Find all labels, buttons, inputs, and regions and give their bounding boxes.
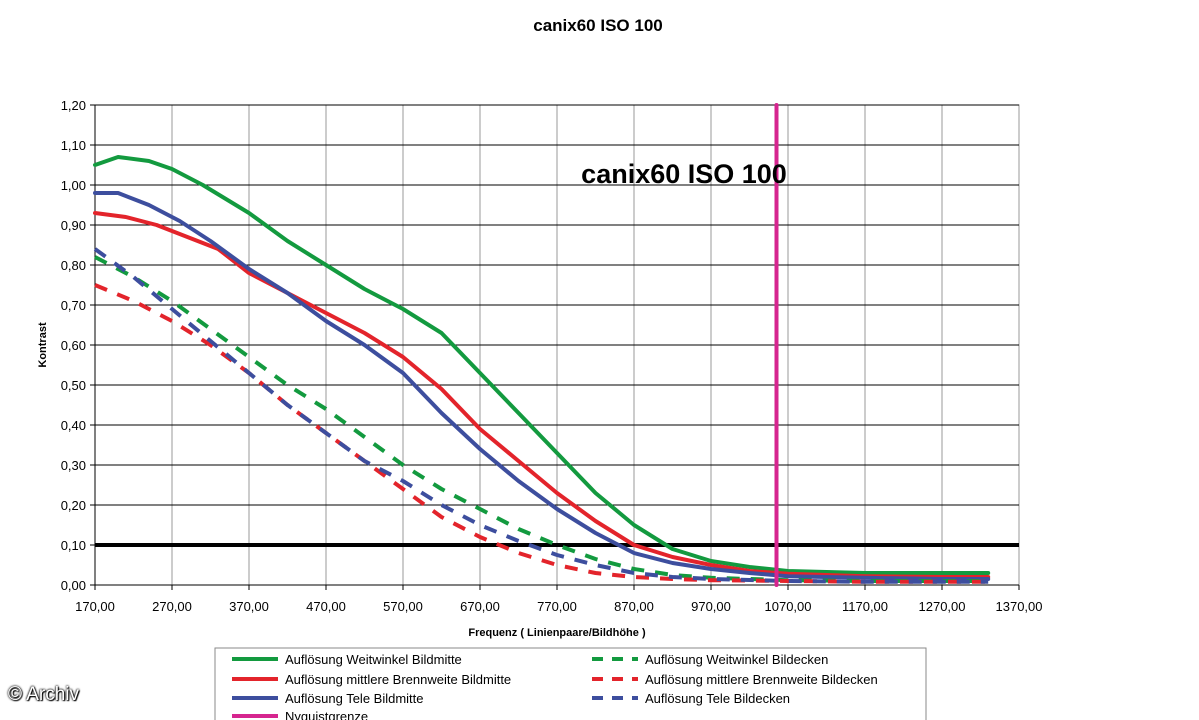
x-tick-label: 370,00: [229, 599, 269, 614]
y-tick-label: 0,00: [61, 578, 86, 593]
legend-label-7: Nyquistgrenze: [285, 709, 368, 720]
y-tick-label: 0,50: [61, 378, 86, 393]
y-tick-label: 0,40: [61, 418, 86, 433]
y-tick-label: 1,20: [61, 98, 86, 113]
legend-label-1: Auflösung Weitwinkel Bildmitte: [285, 652, 462, 667]
x-tick-label: 270,00: [152, 599, 192, 614]
x-tick-label: 470,00: [306, 599, 346, 614]
y-tick-label: 0,60: [61, 338, 86, 353]
x-tick-label: 570,00: [383, 599, 423, 614]
x-axis-title: Frequenz ( Linienpaare/Bildhöhe ): [468, 627, 646, 639]
y-tick-label: 0,10: [61, 538, 86, 553]
series-line-2: [93, 211, 991, 579]
legend-label-4: Auflösung Weitwinkel Bildecken: [645, 652, 828, 667]
series-line-1: [93, 155, 991, 575]
y-tick-label: 0,80: [61, 258, 86, 273]
x-tick-label: 1070,00: [765, 599, 812, 614]
x-tick-label: 670,00: [460, 599, 500, 614]
legend-label-5: Auflösung mittlere Brennweite Bildecken: [645, 672, 878, 687]
legend-label-2: Auflösung mittlere Brennweite Bildmitte: [285, 672, 511, 687]
x-tick-label: 1170,00: [842, 599, 888, 614]
x-tick-label: 1370,00: [996, 599, 1043, 614]
legend: Auflösung Weitwinkel Bildmitte Auflösung …: [214, 647, 927, 720]
y-tick-label: 1,00: [61, 178, 86, 193]
y-tick-label: 0,90: [61, 218, 86, 233]
inner-chart-title: canix60 ISO 100: [581, 159, 787, 189]
y-axis-title: Kontrast: [37, 322, 49, 368]
legend-label-3: Auflösung Tele Bildmitte: [285, 691, 424, 706]
chart-title: canix60 ISO 100: [533, 16, 662, 35]
x-tick-label: 770,00: [537, 599, 577, 614]
legend-label-6: Auflösung Tele Bildecken: [645, 691, 790, 706]
x-tick-label: 870,00: [614, 599, 654, 614]
x-tick-label: 970,00: [691, 599, 731, 614]
x-tick-label: 1270,00: [919, 599, 966, 614]
plot-area: 170,00 270,00 370,00 470,00 570,00 670,00 770,…: [37, 98, 1043, 720]
y-tick-label: 0,20: [61, 498, 86, 513]
series-line-3: [93, 191, 991, 581]
y-tick-label: 0,30: [61, 458, 86, 473]
y-tick-label: 0,70: [61, 298, 86, 313]
x-tick-label: 170,00: [75, 599, 115, 614]
series-line-5: [94, 283, 989, 584]
y-tick-label: 1,10: [61, 138, 86, 153]
watermark: © Archiv: [8, 684, 80, 705]
legend-box: [214, 647, 927, 720]
